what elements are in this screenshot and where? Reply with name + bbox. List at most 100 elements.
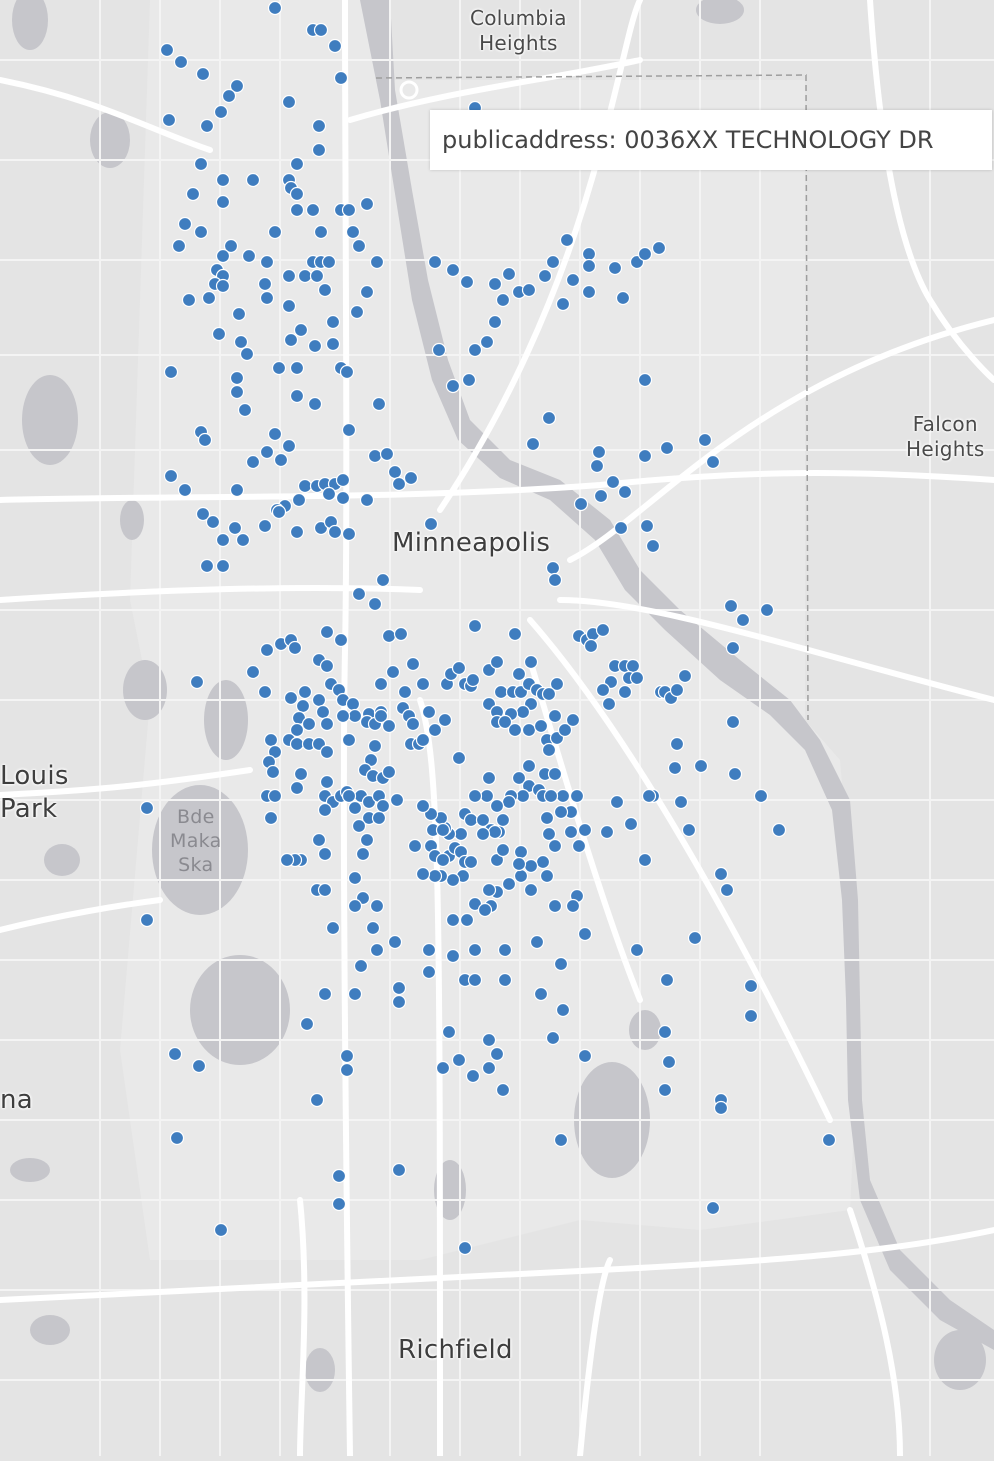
address-point[interactable] [347, 800, 363, 816]
address-point[interactable] [753, 788, 769, 804]
address-point[interactable] [543, 788, 559, 804]
address-point[interactable] [545, 1030, 561, 1046]
address-point[interactable] [319, 716, 335, 732]
address-point[interactable] [565, 712, 581, 728]
address-point[interactable] [281, 438, 297, 454]
address-point[interactable] [351, 818, 367, 834]
address-point[interactable] [435, 1060, 451, 1076]
address-point[interactable] [293, 322, 309, 338]
address-point[interactable] [507, 626, 523, 642]
address-point[interactable] [421, 964, 437, 980]
address-point[interactable] [623, 816, 639, 832]
address-point[interactable] [289, 360, 305, 376]
address-point[interactable] [521, 722, 537, 738]
address-point[interactable] [445, 912, 461, 928]
address-point[interactable] [479, 788, 495, 804]
address-point[interactable] [477, 902, 493, 918]
address-point[interactable] [693, 758, 709, 774]
address-point[interactable] [521, 758, 537, 774]
address-point[interactable] [353, 958, 369, 974]
address-point[interactable] [169, 1130, 185, 1146]
address-point[interactable] [259, 444, 275, 460]
address-point[interactable] [541, 410, 557, 426]
address-point[interactable] [265, 764, 281, 780]
address-point[interactable] [227, 520, 243, 536]
address-point[interactable] [345, 224, 361, 240]
address-point[interactable] [391, 1162, 407, 1178]
address-point[interactable] [199, 558, 215, 574]
address-point[interactable] [481, 1032, 497, 1048]
address-point[interactable] [235, 532, 251, 548]
address-point[interactable] [497, 972, 513, 988]
address-point[interactable] [311, 692, 327, 708]
address-point[interactable] [239, 346, 255, 362]
address-point[interactable] [659, 440, 675, 456]
address-point[interactable] [319, 744, 335, 760]
address-point[interactable] [445, 948, 461, 964]
address-point[interactable] [759, 602, 775, 618]
address-point[interactable] [489, 1046, 505, 1062]
address-point[interactable] [533, 986, 549, 1002]
address-point[interactable] [427, 722, 443, 738]
address-point[interactable] [289, 780, 305, 796]
address-point[interactable] [331, 1168, 347, 1184]
address-point[interactable] [339, 1062, 355, 1078]
address-point[interactable] [487, 824, 503, 840]
address-point[interactable] [495, 842, 511, 858]
address-point[interactable] [245, 664, 261, 680]
address-point[interactable] [581, 246, 597, 262]
address-point[interactable] [215, 248, 231, 264]
address-point[interactable] [605, 474, 621, 490]
address-point[interactable] [367, 596, 383, 612]
address-point[interactable] [309, 268, 325, 284]
address-point[interactable] [381, 628, 397, 644]
address-point[interactable] [487, 314, 503, 330]
address-point[interactable] [501, 876, 517, 892]
address-point[interactable] [317, 986, 333, 1002]
address-point[interactable] [577, 1048, 593, 1064]
address-point[interactable] [659, 972, 675, 988]
address-point[interactable] [445, 262, 461, 278]
address-point[interactable] [465, 1068, 481, 1084]
address-point[interactable] [481, 770, 497, 786]
address-point[interactable] [441, 1024, 457, 1040]
address-point[interactable] [545, 254, 561, 270]
address-point[interactable] [371, 396, 387, 412]
address-point[interactable] [465, 672, 481, 688]
address-point[interactable] [513, 868, 529, 884]
address-point[interactable] [319, 658, 335, 674]
address-point[interactable] [185, 186, 201, 202]
address-point[interactable] [599, 824, 615, 840]
address-point[interactable] [195, 506, 211, 522]
address-point[interactable] [555, 788, 571, 804]
address-point[interactable] [347, 898, 363, 914]
address-point[interactable] [221, 88, 237, 104]
address-point[interactable] [267, 426, 283, 442]
address-point[interactable] [289, 722, 305, 738]
address-point[interactable] [291, 492, 307, 508]
address-point[interactable] [331, 1196, 347, 1212]
address-point[interactable] [211, 326, 227, 342]
address-point[interactable] [241, 248, 257, 264]
address-point[interactable] [495, 292, 511, 308]
address-point[interactable] [335, 472, 351, 488]
address-point[interactable] [171, 238, 187, 254]
address-point[interactable] [189, 674, 205, 690]
address-point[interactable] [321, 254, 337, 270]
address-point[interactable] [467, 342, 483, 358]
address-point[interactable] [163, 468, 179, 484]
address-point[interactable] [369, 942, 385, 958]
address-point[interactable] [307, 396, 323, 412]
address-point[interactable] [139, 912, 155, 928]
address-point[interactable] [523, 858, 539, 874]
address-point[interactable] [393, 626, 409, 642]
address-point[interactable] [327, 524, 343, 540]
address-point[interactable] [431, 342, 447, 358]
address-point[interactable] [319, 774, 335, 790]
address-point[interactable] [237, 402, 253, 418]
address-point[interactable] [629, 670, 645, 686]
address-point[interactable] [651, 240, 667, 256]
address-point[interactable] [405, 656, 421, 672]
address-point[interactable] [335, 708, 351, 724]
address-point[interactable] [705, 1200, 721, 1216]
